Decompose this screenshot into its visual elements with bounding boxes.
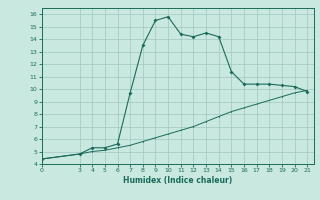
X-axis label: Humidex (Indice chaleur): Humidex (Indice chaleur) [123,176,232,185]
